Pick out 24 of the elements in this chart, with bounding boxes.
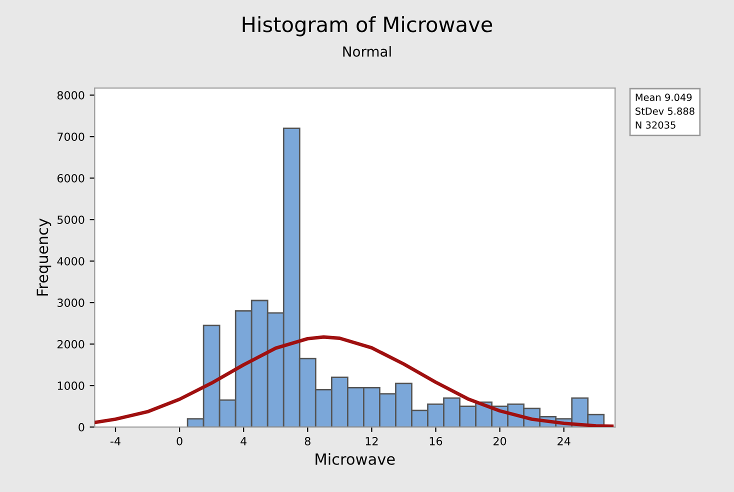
x-tick-label: 24 xyxy=(558,436,570,446)
y-tick-label: 4000 xyxy=(57,257,84,266)
y-tick-label: 3000 xyxy=(58,298,84,307)
x-tick-label: 20 xyxy=(494,436,506,446)
x-tick-label: 8 xyxy=(304,436,310,446)
y-tick-label: 2000 xyxy=(58,340,84,348)
text: Mean 9.049 xyxy=(636,94,692,102)
x-tick-label: 16 xyxy=(430,436,442,446)
x-tick-label: -4 xyxy=(110,437,120,446)
y-tick-label: 6000 xyxy=(57,174,84,182)
chart-subtitle: Normal xyxy=(343,46,391,57)
text: N 32035 xyxy=(636,121,676,129)
x-tick-label: 0 xyxy=(176,436,182,446)
x-tick-label: 12 xyxy=(366,436,378,446)
y-tick-label: 5000 xyxy=(58,216,84,224)
y-axis-title: Frequency xyxy=(36,218,52,296)
y-tick-label: 8000 xyxy=(57,91,84,100)
x-tick-label: 4 xyxy=(240,437,247,446)
y-tick-label: 1000 xyxy=(58,382,84,390)
y-tick-label: 0 xyxy=(78,423,84,432)
y-tick-label: 7000 xyxy=(58,132,84,141)
x-axis-title: Microwave xyxy=(316,453,395,465)
text: StDev 5.888 xyxy=(636,107,694,115)
chart-title: Histogram of Microwave xyxy=(242,16,492,36)
